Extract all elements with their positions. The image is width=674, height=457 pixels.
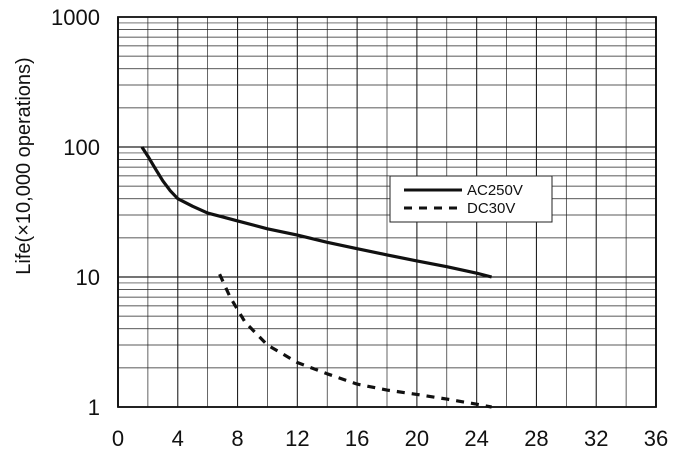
series-dc30v-line [218, 273, 492, 409]
x-tick-label: 36 [644, 426, 668, 451]
y-tick-label: 1 [88, 395, 100, 420]
series-ac250v-line [140, 146, 492, 279]
x-tick-label: 16 [345, 426, 369, 451]
grid [117, 16, 657, 408]
x-tick-label: 4 [172, 426, 184, 451]
x-tick-label: 24 [464, 426, 488, 451]
x-tick-labels: 0 4 8 12 16 20 24 28 32 36 [112, 426, 668, 451]
x-tick-label: 8 [231, 426, 243, 451]
y-axis-label: Life(×10,000 operations) [13, 57, 35, 274]
legend-label-ac250v: AC250V [467, 182, 523, 199]
x-tick-label: 28 [524, 426, 548, 451]
y-tick-label: 10 [76, 265, 100, 290]
y-tick-labels: 1 10 100 1000 [51, 5, 100, 420]
x-tick-label: 12 [285, 426, 309, 451]
legend-label-dc30v: DC30V [467, 200, 515, 217]
y-tick-label: 100 [63, 135, 100, 160]
x-tick-label: 0 [112, 426, 124, 451]
plot-frame [117, 16, 657, 408]
y-tick-label: 1000 [51, 5, 100, 30]
x-tick-label: 20 [405, 426, 429, 451]
x-tick-label: 32 [584, 426, 608, 451]
series-lines [140, 146, 492, 409]
legend-box [389, 175, 553, 223]
